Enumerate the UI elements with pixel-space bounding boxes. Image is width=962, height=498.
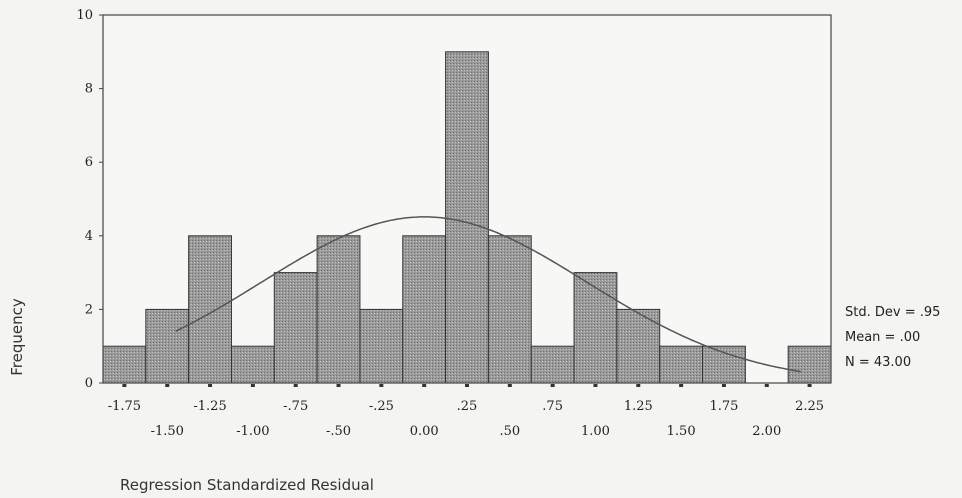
x-tick [379, 384, 384, 387]
summary-stat: N = 43.00 [845, 355, 911, 370]
x-tick [636, 384, 641, 387]
histogram-bar [787, 345, 832, 384]
x-tick [293, 384, 298, 387]
histogram-bar [230, 345, 275, 384]
x-tick [165, 384, 170, 387]
x-tick [807, 384, 812, 387]
y-tick-label: 10 [76, 8, 93, 23]
histogram-bar [702, 345, 746, 384]
x-tick [465, 384, 469, 387]
histogram-bar [145, 308, 190, 384]
x-tick [122, 384, 127, 387]
x-tick-label: .50 [499, 424, 520, 439]
summary-stat: Mean = .00 [845, 330, 920, 345]
x-tick-label: -1.00 [236, 424, 269, 439]
y-tick-label: 4 [85, 229, 93, 244]
histogram-bar [487, 235, 532, 384]
x-tick [721, 384, 726, 387]
x-tick-label: 1.25 [624, 399, 653, 414]
y-tick-label: 8 [85, 82, 93, 97]
x-tick [550, 384, 555, 387]
x-axis-label: Regression Standardized Residual [120, 476, 374, 494]
plot-frame [102, 14, 832, 384]
x-tick-label: 0.00 [410, 424, 439, 439]
histogram-bar [273, 272, 318, 384]
histogram-bar [316, 235, 361, 384]
x-tick [250, 384, 255, 387]
x-tick-label: 2.25 [795, 399, 824, 414]
summary-stat: Std. Dev = .95 [845, 305, 940, 320]
y-tick-label: 0 [85, 376, 93, 391]
x-tick-label: -1.75 [108, 399, 141, 414]
histogram-bar [102, 345, 147, 384]
x-tick-label: -.50 [326, 424, 351, 439]
y-axis-label: Frequency [8, 298, 26, 376]
histogram-bar [359, 308, 404, 384]
y-tick-label: 2 [85, 302, 93, 317]
x-tick [679, 384, 684, 387]
x-tick-label: -.25 [369, 399, 394, 414]
y-tick-label: 6 [85, 155, 93, 170]
histogram-bar [616, 308, 661, 384]
histogram-bar [445, 51, 489, 384]
x-tick-label: 2.00 [752, 424, 781, 439]
x-tick-label: -1.25 [193, 399, 226, 414]
histogram-bar [402, 235, 447, 384]
histogram-bar [188, 235, 232, 384]
normal-curve [175, 216, 802, 373]
x-tick-label: .25 [457, 399, 478, 414]
x-tick [507, 384, 512, 387]
x-tick [336, 384, 341, 387]
x-tick-label: 1.75 [709, 399, 738, 414]
histogram-bar [530, 345, 575, 384]
x-tick-label: -1.50 [151, 424, 184, 439]
x-tick-label: 1.00 [581, 424, 610, 439]
x-tick-label: 1.50 [667, 424, 696, 439]
x-tick [208, 384, 213, 387]
x-tick-label: -.75 [283, 399, 308, 414]
x-tick [593, 384, 598, 387]
x-tick [422, 384, 427, 387]
x-tick-label: .75 [542, 399, 563, 414]
histogram-bar [573, 272, 618, 384]
histogram-bar [659, 345, 704, 384]
x-tick [764, 384, 769, 387]
